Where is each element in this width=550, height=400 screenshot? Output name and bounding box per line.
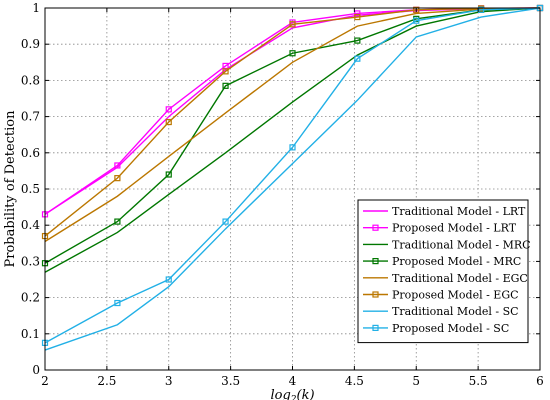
data-point-marker	[354, 13, 361, 21]
y-tick-label: 0	[32, 363, 40, 377]
x-axis-label-subscript: 2	[290, 395, 297, 400]
axis-ticks: 2 2.5 3 3.5 4 4.5 5 5.5 6 0 0.1 0.2 0.3 0.4 0.5 0.6 0.7 0…	[21, 1, 544, 388]
series-5	[44, 7, 541, 243]
y-tick-label: 0.9	[21, 37, 40, 51]
legend-marker	[372, 291, 379, 298]
data-point-marker	[114, 162, 121, 169]
series-line	[44, 7, 541, 273]
y-tick-label: 0.7	[21, 110, 40, 124]
legend: Traditional Model - LRT Proposed Model - …	[357, 199, 531, 344]
y-tick-label: 0.2	[21, 291, 40, 305]
data-point-marker	[289, 21, 296, 28]
y-axis-label: Probability of Detection	[3, 110, 18, 268]
data-point-marker	[114, 218, 121, 225]
x-tick-label: 3.5	[221, 374, 240, 388]
x-tick-label: 2	[41, 374, 49, 388]
legend-marker	[372, 324, 379, 331]
legend-label: Proposed Model - MRC	[392, 255, 521, 268]
series-7	[44, 7, 541, 351]
legend-label: Proposed Model - EGC	[392, 289, 519, 302]
data-point-marker	[165, 118, 172, 126]
data-point-marker	[114, 299, 121, 307]
data-point-marker	[165, 171, 172, 178]
legend-box	[357, 199, 529, 344]
legend-item: Traditional Model - EGC	[363, 272, 528, 285]
x-tick-label: 6	[536, 374, 544, 388]
data-point-marker	[289, 50, 296, 57]
legend-item: Traditional Model - LRT	[363, 205, 526, 218]
legend-label: Traditional Model - EGC	[392, 272, 528, 285]
x-tick-label: 4	[289, 374, 297, 388]
y-tick-label: 1	[32, 1, 40, 15]
y-tick-label: 0.6	[21, 146, 40, 160]
x-tick-label: 5	[412, 374, 420, 388]
legend-item: Proposed Model - EGC	[363, 289, 519, 302]
data-point-marker	[354, 10, 361, 17]
data-point-marker	[222, 218, 229, 225]
legend-label: Traditional Model - SC	[392, 305, 519, 318]
legend-item: Traditional Model - MRC	[363, 238, 531, 251]
series-line	[44, 7, 541, 351]
x-axis-label: log2(k)	[270, 388, 314, 400]
legend-item: Proposed Model - SC	[363, 322, 509, 335]
legend-label: Traditional Model - LRT	[392, 205, 526, 218]
legend-item: Traditional Model - SC	[363, 305, 519, 318]
x-tick-label: 4.5	[345, 374, 364, 388]
legend-marker	[372, 258, 379, 265]
data-point-marker	[413, 6, 420, 13]
x-tick-label: 2.5	[97, 374, 116, 388]
series-3	[44, 7, 541, 273]
y-tick-label: 0.8	[21, 73, 40, 87]
series-group	[41, 4, 544, 351]
y-tick-label: 0.5	[21, 182, 40, 196]
data-point-marker	[222, 68, 229, 75]
legend-marker	[372, 224, 379, 231]
x-tick-label: 3	[165, 374, 173, 388]
data-point-marker	[165, 276, 172, 283]
series-line	[44, 7, 541, 243]
x-axis-label-base: log	[270, 388, 290, 400]
data-point-marker	[165, 106, 172, 113]
data-point-marker	[354, 37, 361, 44]
series-line	[44, 7, 541, 344]
y-tick-label: 0.1	[21, 327, 40, 341]
legend-item: Proposed Model - LRT	[363, 222, 517, 235]
legend-label: Traditional Model - MRC	[392, 238, 531, 251]
legend-label: Proposed Model - SC	[392, 322, 509, 335]
data-point-marker	[413, 17, 420, 24]
legend-item: Proposed Model - MRC	[363, 255, 521, 268]
series-line	[44, 7, 541, 237]
data-point-marker	[354, 55, 361, 62]
data-point-marker	[222, 82, 229, 89]
data-point-marker	[114, 175, 121, 182]
x-tick-label: 5.5	[469, 374, 488, 388]
y-tick-label: 0.4	[21, 218, 40, 232]
y-tick-label: 0.3	[21, 254, 40, 268]
legend-label: Proposed Model - LRT	[392, 222, 517, 235]
data-point-marker	[289, 144, 296, 151]
x-axis-label-argument: (k)	[297, 388, 315, 400]
